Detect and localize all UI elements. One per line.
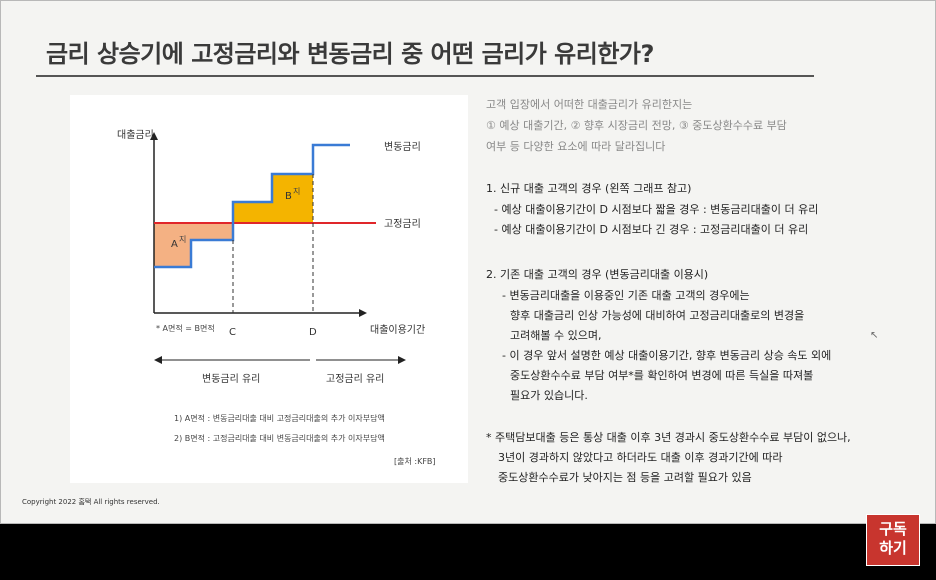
region-right-label: 고정금리 유리 <box>326 373 384 385</box>
area-a-shape <box>154 223 233 267</box>
subscribe-line-1: 구독 <box>879 520 907 538</box>
subscribe-line-2: 하기 <box>879 539 907 557</box>
footnote-line-2: 3년이 경과하지 않았다고 하더라도 대출 이후 경과기간에 따라 <box>498 451 783 464</box>
source-label: [출처 :KFB] <box>394 456 436 466</box>
mouse-cursor-icon: ↖ <box>870 330 879 341</box>
section-2-line-5: 중도상환수수료 부담 여부*를 확인하여 변경에 따른 득실을 따져볼 <box>510 369 814 382</box>
diagram-svg: 대출금리 변동금리 고정금리 A 지 B 지 * A면적 = B면적 C D 대… <box>117 129 436 466</box>
slide-title: 금리 상승기에 고정금리와 변동금리 중 어떤 금리가 유리한가? <box>46 40 654 68</box>
region-left-label: 변동금리 유리 <box>202 373 260 385</box>
note-1: 1) A면적 : 변동금리대출 대비 고정금리대출의 추가 이자부담액 <box>174 413 385 423</box>
intro-line-2: ① 예상 대출기간, ② 향후 시장금리 전망, ③ 중도상환수수료 부담 <box>486 119 787 132</box>
left-region-arrowhead <box>154 356 162 364</box>
area-b-label: B <box>285 191 292 202</box>
footnote-line-1: * 주택담보대출 등은 통상 대출 이후 3년 경과시 중도상환수수료 부담이 … <box>486 431 851 444</box>
right-region-arrowhead <box>398 356 406 364</box>
section-1-item-1: - 예상 대출이용기간이 D 시점보다 짧을 경우 : 변동금리대출이 더 유리 <box>494 203 819 216</box>
footnote-line-3: 중도상환수수료가 낮아지는 점 등을 고려할 필요가 있음 <box>498 471 752 484</box>
section-1-title: 1. 신규 대출 고객의 경우 (왼쪽 그래프 참고) <box>486 182 692 195</box>
slide: 금리 상승기에 고정금리와 변동금리 중 어떤 금리가 유리한가? 대출금리 변… <box>0 0 936 524</box>
x-axis-arrow <box>359 309 367 317</box>
copyright: Copyright 2022 홈택 All rights reserved. <box>22 498 160 506</box>
variable-rate-label: 변동금리 <box>384 141 421 153</box>
area-b-suffix: 지 <box>293 187 300 196</box>
area-equality-note: * A면적 = B면적 <box>156 323 215 333</box>
section-2-line-2: 향후 대출금리 인상 가능성에 대비하여 고정금리대출로의 변경을 <box>510 309 805 322</box>
variable-rate-line <box>154 143 350 269</box>
subscribe-button[interactable]: 구독 하기 <box>866 514 920 566</box>
area-a-suffix: 지 <box>179 235 186 244</box>
tick-d: D <box>309 327 317 338</box>
intro-line-1: 고객 입장에서 어떠한 대출금리가 유리한지는 <box>486 98 693 111</box>
area-a-label: A <box>171 239 178 250</box>
title-underline <box>36 75 814 77</box>
section-2-line-4: - 이 경우 앞서 설명한 예상 대출이용기간, 향후 변동금리 상승 속도 외… <box>502 349 832 362</box>
x-axis-label: 대출이용기간 <box>370 324 425 336</box>
section-1-item-2: - 예상 대출이용기간이 D 시점보다 긴 경우 : 고정금리대출이 더 유리 <box>494 223 809 236</box>
y-axis-label: 대출금리 <box>117 129 154 141</box>
section-2-line-6: 필요가 있습니다. <box>510 389 588 402</box>
fixed-rate-label: 고정금리 <box>384 218 421 230</box>
tick-c: C <box>229 327 236 338</box>
intro-line-3: 여부 등 다양한 요소에 따라 달라집니다 <box>486 140 666 153</box>
section-2-title: 2. 기존 대출 고객의 경우 (변동금리대출 이용시) <box>486 268 709 281</box>
y-axis-arrow <box>150 132 158 140</box>
section-2-line-1: - 변동금리대출을 이용중인 기존 대출 고객의 경우에는 <box>502 289 750 302</box>
section-2-line-3: 고려해볼 수 있으며, <box>510 329 602 342</box>
note-2: 2) B면적 : 고정금리대출 대비 변동금리대출의 추가 이자부담액 <box>174 433 385 443</box>
interest-rate-diagram: 대출금리 변동금리 고정금리 A 지 B 지 * A면적 = B면적 C D 대… <box>70 95 468 483</box>
